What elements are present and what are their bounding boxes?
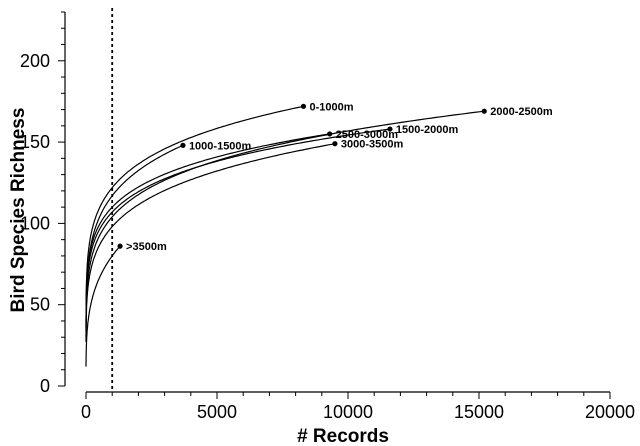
y-tick-label: 0 xyxy=(40,376,50,396)
y-tick-label: 200 xyxy=(20,51,50,71)
series-endpoint-2 xyxy=(387,126,393,132)
series-endpoint-0 xyxy=(300,103,307,109)
x-tick-label: 5000 xyxy=(197,402,237,422)
series-label-3: 2000-2500m xyxy=(490,106,553,118)
series-curve-5 xyxy=(85,143,336,342)
x-tick-label: 0 xyxy=(81,402,91,422)
series-label-6: >3500m xyxy=(126,241,167,253)
series-endpoint-6 xyxy=(117,243,123,249)
series-endpoint-1 xyxy=(180,142,186,148)
series-label-0: 0-1000m xyxy=(309,101,353,113)
x-tick-label: 10000 xyxy=(323,402,373,422)
series-endpoint-3 xyxy=(481,108,487,114)
series-curve-3 xyxy=(85,110,485,337)
y-tick-label: 150 xyxy=(20,132,50,152)
series-label-5: 3000-3500m xyxy=(341,139,404,151)
y-axis-title: Bird Species Richness xyxy=(8,108,29,313)
x-tick-label: 15000 xyxy=(454,402,504,422)
x-tick-label: 20000 xyxy=(585,402,635,422)
x-axis-title: # Records xyxy=(297,426,389,446)
series-curve-0 xyxy=(85,105,304,322)
axes: 0 5000 10000 15000 20000 0 50 100 150 200 xyxy=(20,8,635,422)
series-curve-2 xyxy=(85,128,390,328)
series-curves xyxy=(85,103,487,367)
series-endpoint-5 xyxy=(332,141,338,147)
y-tick-label: 50 xyxy=(30,295,50,315)
series-endpoint-4 xyxy=(327,131,333,137)
series-labels: 0-1000m 1000-1500m 1500-2000m 2000-2500m 250… xyxy=(126,101,553,253)
series-label-1: 1000-1500m xyxy=(189,140,252,152)
series-label-4: 2500-3000m xyxy=(336,129,399,141)
series-curve-4 xyxy=(85,133,330,325)
series-label-2: 1500-2000m xyxy=(396,124,459,136)
y-tick-label: 100 xyxy=(20,213,50,233)
series-curve-6 xyxy=(85,245,121,367)
